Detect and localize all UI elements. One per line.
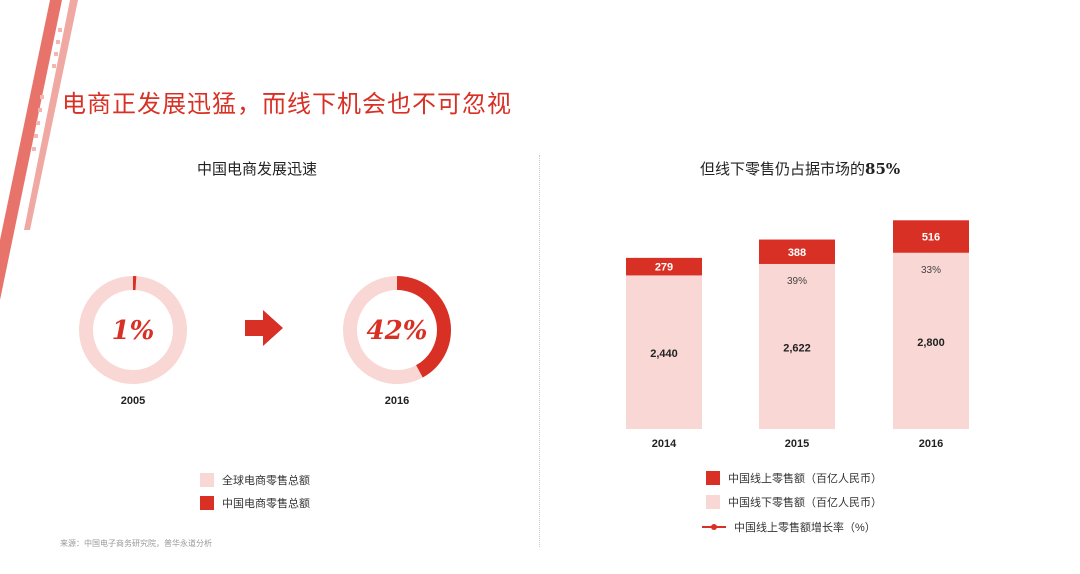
right-legend-item-growth: 中国线上零售额增长率（%） bbox=[700, 519, 876, 535]
legend-swatch-growth bbox=[700, 520, 728, 534]
right-panel-title-main: 但线下零售仍占据市场的 bbox=[700, 161, 866, 178]
stacked-bar-chart: 279 2,440 2014 388 2,622 39% 2015 516 2,800 33% 20… bbox=[626, 220, 969, 450]
x-tick-label-2016: 2016 bbox=[919, 438, 943, 450]
legend-label-growth: 中国线上零售额增长率（%） bbox=[734, 522, 876, 534]
bar-online-label-2015: 388 bbox=[788, 247, 806, 259]
legend-swatch-china bbox=[200, 496, 214, 510]
donut-year-label-2016: 2016 bbox=[385, 395, 409, 407]
bar-online-2016 bbox=[893, 220, 969, 253]
legend-label-online: 中国线上零售额（百亿人民币） bbox=[728, 473, 882, 485]
growth-rate-label-2016: 33% bbox=[921, 265, 941, 276]
donut-slice-2016 bbox=[343, 276, 451, 384]
bar-online-2014 bbox=[626, 257, 702, 276]
right-arrow-icon bbox=[245, 310, 283, 346]
panel-divider bbox=[539, 155, 540, 547]
legend-label-global: 全球电商零售总额 bbox=[222, 475, 310, 487]
slide-title: 电商正发展迅猛，而线下机会也不可忽视 bbox=[62, 91, 512, 118]
left-legend-item-china: 中国电商零售总额 bbox=[200, 495, 310, 511]
legend-label-offline: 中国线下零售额（百亿人民币） bbox=[728, 497, 882, 509]
x-tick-label-2015: 2015 bbox=[785, 438, 809, 450]
right-panel-title: 但线下零售仍占据市场的85% bbox=[700, 158, 900, 179]
bar-offline-2014 bbox=[626, 275, 702, 429]
bar-online-label-2014: 279 bbox=[655, 262, 673, 274]
left-legend-item-global: 全球电商零售总额 bbox=[200, 472, 310, 488]
growth-rate-label-2015: 39% bbox=[787, 276, 807, 287]
x-tick-label-2014: 2014 bbox=[652, 438, 677, 450]
bar-online-label-2016: 516 bbox=[922, 232, 940, 244]
left-panel-title: 中国电商发展迅速 bbox=[197, 161, 318, 178]
donut-charts: 1% 2005 42% 2016 bbox=[79, 276, 451, 407]
donut-slice-2005 bbox=[79, 276, 187, 384]
donut-year-label-2005: 2005 bbox=[121, 395, 145, 407]
right-panel-title-bold: 85% bbox=[865, 160, 901, 178]
legend-label-china: 中国电商零售总额 bbox=[222, 498, 310, 510]
legend-swatch-online bbox=[706, 471, 720, 485]
right-legend-item-offline: 中国线下零售额（百亿人民币） bbox=[706, 494, 882, 510]
bar-offline-label-2016: 2,800 bbox=[917, 337, 945, 349]
bar-offline-2015 bbox=[759, 263, 835, 429]
bar-online-2015 bbox=[759, 239, 835, 264]
bar-offline-2016 bbox=[893, 252, 969, 429]
donut-center-label-2016: 42% bbox=[367, 316, 428, 346]
bar-offline-label-2014: 2,440 bbox=[650, 348, 678, 360]
bar-offline-label-2015: 2,622 bbox=[783, 342, 811, 354]
legend-swatch-global bbox=[200, 473, 214, 487]
source-note: 来源：中国电子商务研究院，普华永道分析 bbox=[60, 539, 212, 548]
donut-center-label-2005: 1% bbox=[112, 316, 155, 346]
decorative-stripes bbox=[0, 0, 78, 300]
legend-swatch-offline bbox=[706, 495, 720, 509]
right-legend-item-online: 中国线上零售额（百亿人民币） bbox=[706, 470, 882, 486]
